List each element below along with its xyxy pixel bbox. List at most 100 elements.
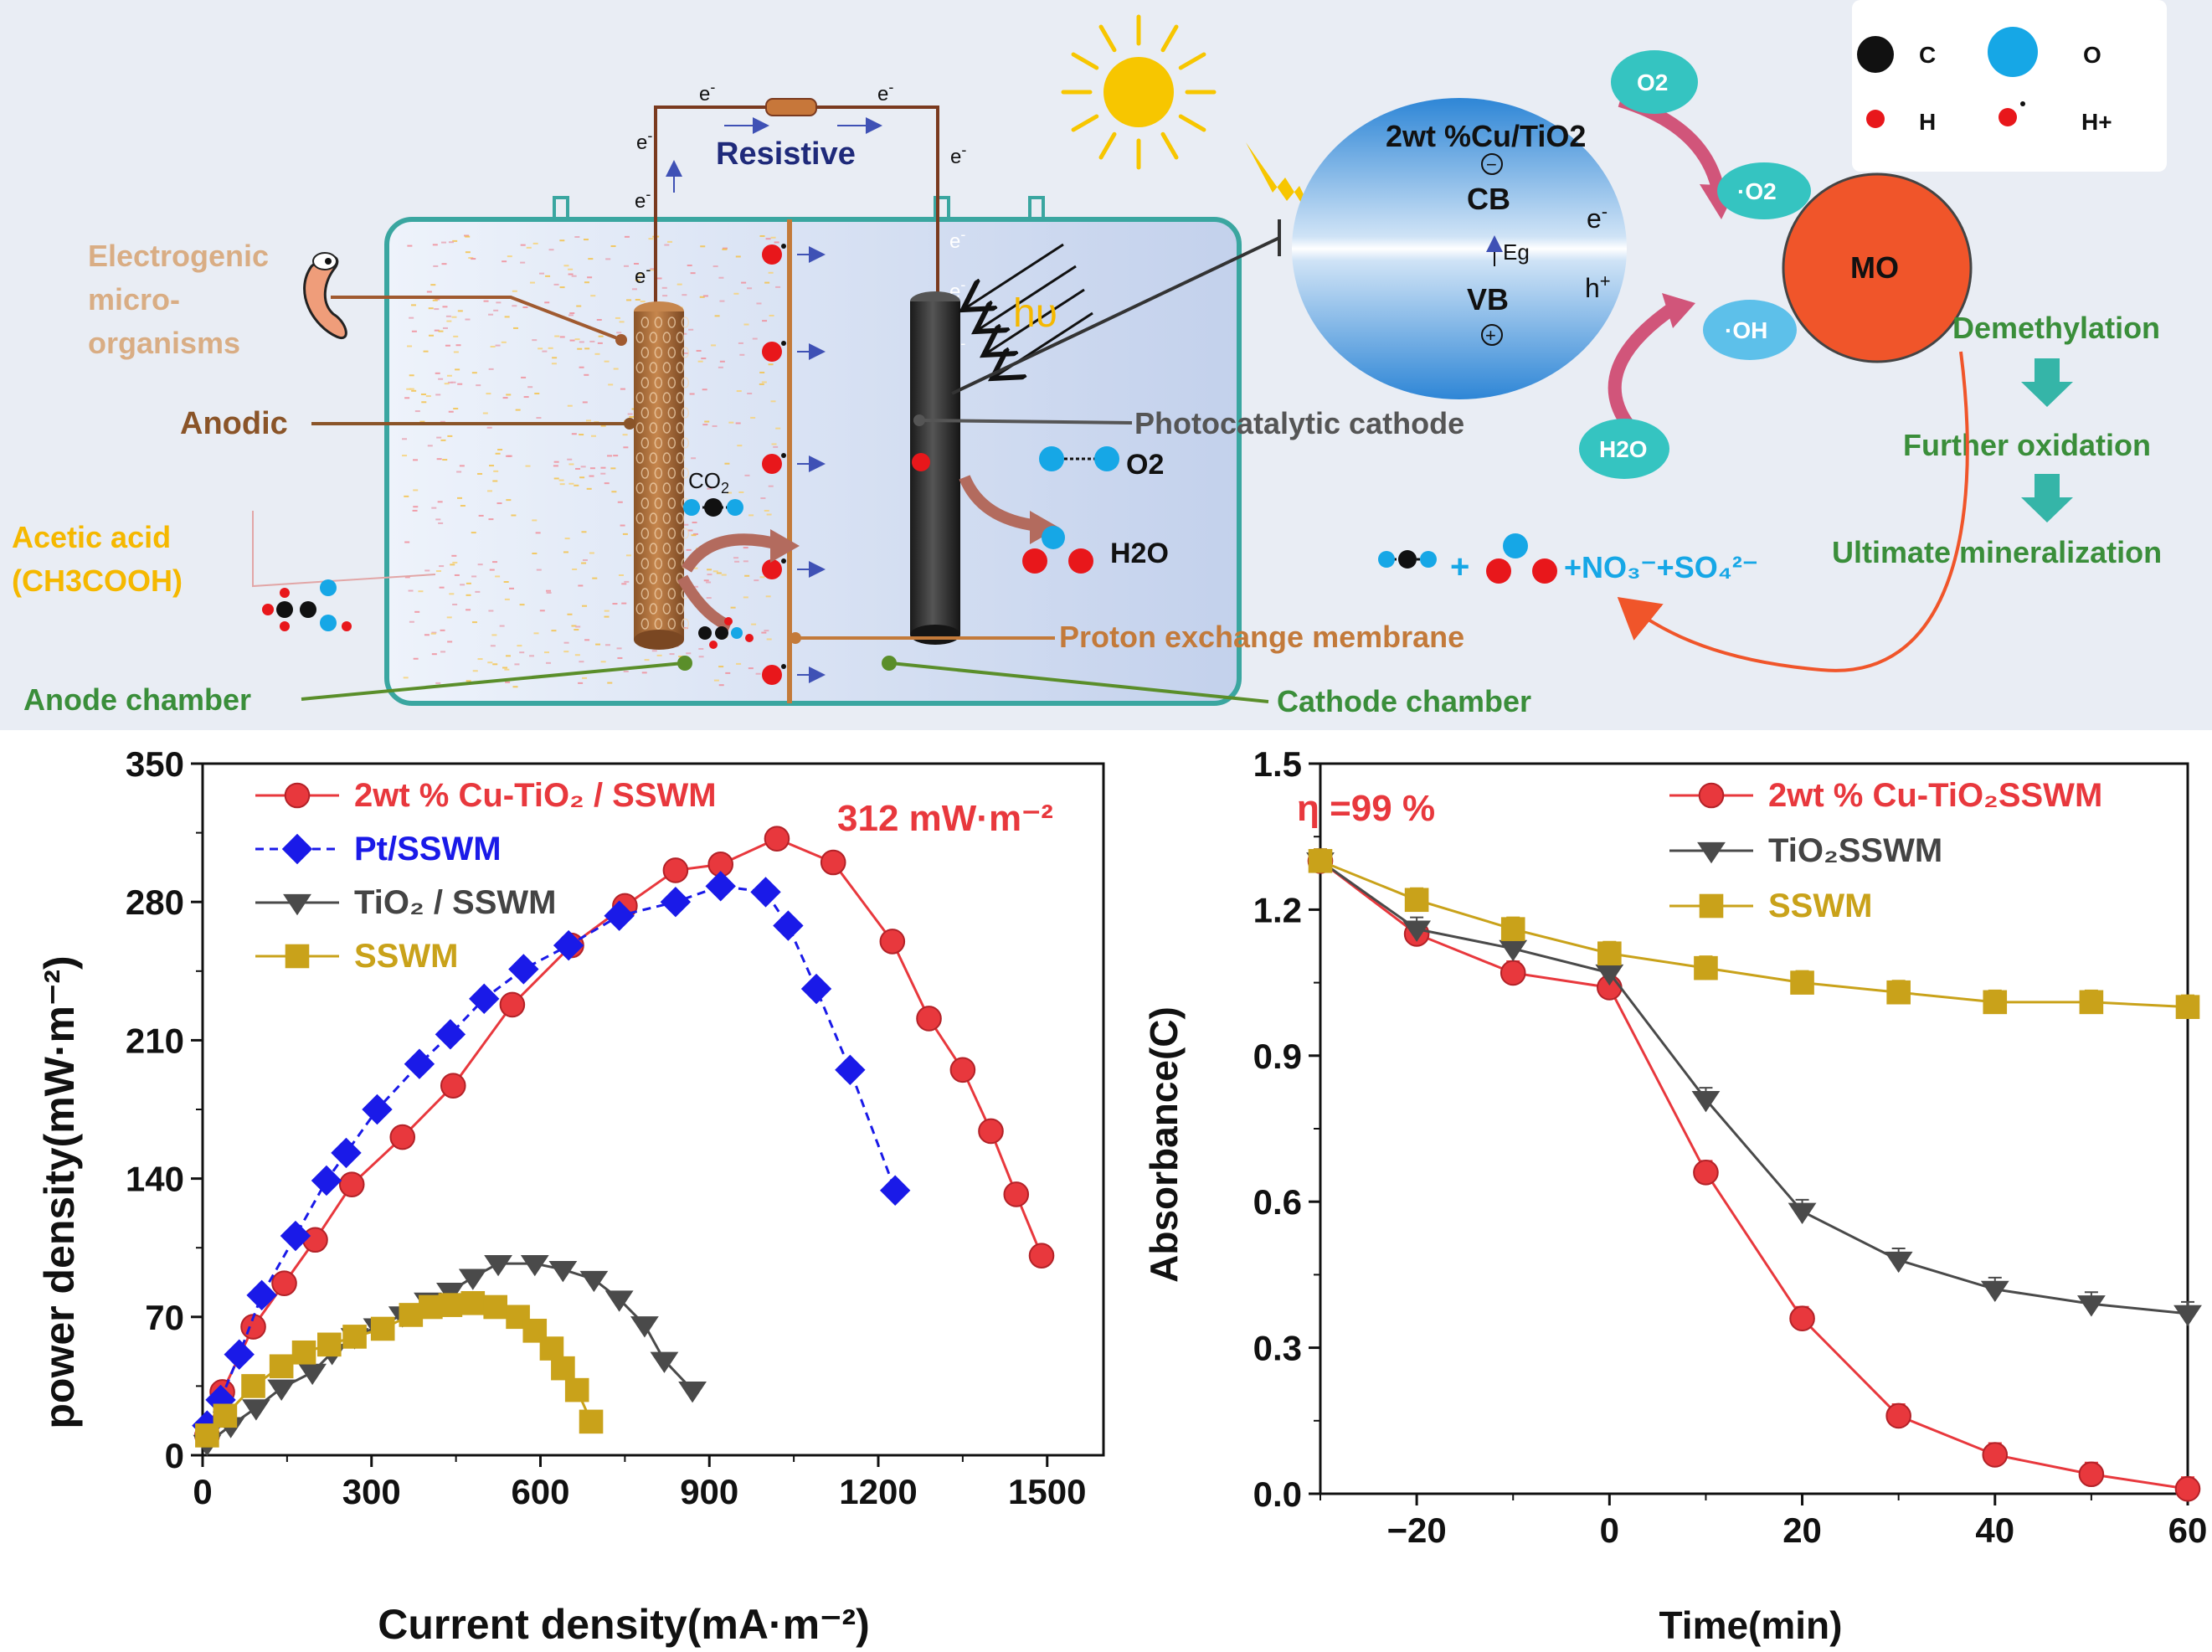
svg-text:C: C (1919, 42, 1936, 68)
data-point (1694, 955, 1718, 980)
data-point (241, 1374, 265, 1398)
o2-molecule-icon (1039, 446, 1119, 471)
data-point (389, 1124, 416, 1150)
superoxide-bubble (1717, 162, 1811, 219)
data-point (331, 1137, 362, 1169)
o2-bubble (1611, 50, 1698, 114)
series-line (1319, 860, 2189, 1490)
data-point (267, 1379, 296, 1401)
svg-text:H+: H+ (2081, 109, 2112, 135)
cathode-o2-label: O2 (1126, 449, 1164, 481)
right-series (1306, 847, 2202, 1502)
data-point (764, 826, 790, 852)
data-point (916, 1006, 942, 1032)
legend-entry: TiO₂SSWM (1768, 832, 1942, 869)
anode-chamber-label: Anode chamber (23, 682, 251, 717)
legend-entry: 2wt % Cu-TiO₂ / SSWM (354, 777, 717, 814)
svg-text:e-: e- (635, 261, 651, 288)
acetic-acid-molecule-icon (262, 579, 352, 631)
y-tick-label: 0.0 (1253, 1474, 1302, 1514)
data-point (548, 1261, 578, 1283)
data-point (508, 954, 539, 985)
anodic-label: Anodic (180, 406, 288, 441)
anode-texture (635, 317, 690, 630)
x-tick-label: 1200 (839, 1472, 917, 1511)
y-tick-label: 1.2 (1253, 890, 1302, 929)
legend-marker (1699, 893, 1724, 919)
svg-text:Acetic acid: Acetic acid (12, 520, 171, 554)
h2o-oxidation-arrow (1608, 302, 1677, 430)
data-point (551, 1356, 575, 1381)
legend-entry: SSWM (1768, 888, 1872, 924)
hydroxyl-bubble (1703, 300, 1797, 360)
cathode-chamber-label: Cathode chamber (1277, 684, 1531, 718)
data-point (1500, 917, 1525, 941)
data-point (630, 1316, 659, 1338)
right-annotation: η =99 % (1297, 788, 1435, 829)
data-point (2174, 1475, 2201, 1502)
lightning-icon (1246, 142, 1330, 248)
svg-text:Electrogenic: Electrogenic (88, 239, 269, 273)
data-point (1884, 1251, 1913, 1274)
data-point (291, 1340, 316, 1365)
series-line (1319, 860, 2189, 1315)
y-tick-label: 0.6 (1253, 1182, 1302, 1222)
catalyst-particle (1292, 98, 1627, 399)
step-mineralization: Ultimate mineralization (1832, 535, 2162, 569)
data-point (820, 849, 846, 876)
x-tick-label: 0 (1600, 1510, 1619, 1550)
membrane-label: Proton exchange membrane (1059, 620, 1464, 654)
data-point (458, 1269, 487, 1290)
data-point (317, 1332, 342, 1357)
data-point (298, 1363, 327, 1386)
co2-product-icon (1378, 550, 1437, 569)
h2o-bubble (1579, 419, 1669, 479)
cb-electron-label: e- (1587, 201, 1608, 234)
legend-marker (285, 944, 310, 969)
ion-products: +NO₃⁻+SO₄²⁻ (1564, 550, 1758, 584)
y-tick-label: 70 (145, 1298, 184, 1337)
step-arrow-2 (2021, 474, 2073, 522)
step-demethylation: Demethylation (1952, 311, 2160, 345)
svg-text:e-: e- (635, 186, 651, 213)
x-tick-label: −20 (1386, 1510, 1446, 1550)
data-point (205, 1384, 236, 1416)
data-point (1693, 1160, 1719, 1186)
proton-markers (762, 244, 826, 685)
acetic-acid-label: Acetic acid (CH3COOH) (12, 520, 183, 598)
data-point (1500, 960, 1526, 986)
svg-text:O: O (2083, 42, 2101, 68)
y-tick-label: 210 (126, 1021, 184, 1060)
mo-label: MO (1850, 250, 1899, 285)
data-point (879, 1175, 911, 1206)
eg-label: Eg (1503, 239, 1530, 265)
y-tick-label: 0.3 (1253, 1329, 1302, 1368)
legend-marker (1698, 782, 1725, 809)
data-point (1788, 1202, 1817, 1225)
data-point (662, 857, 689, 883)
series-line (1319, 859, 2189, 1009)
svg-text:·O2: ·O2 (1737, 178, 1777, 204)
anode-reaction-arrow (681, 533, 780, 573)
data-point (1003, 1181, 1030, 1207)
svg-text:+: + (1485, 325, 1496, 346)
svg-text:+: + (1450, 548, 1469, 585)
data-point (484, 1254, 512, 1277)
electrogenic-label: Electrogenic micro- organisms (88, 239, 269, 360)
data-point (705, 871, 736, 902)
svg-text:micro-: micro- (88, 282, 180, 317)
data-point (1308, 848, 1333, 873)
data-point (269, 1354, 294, 1379)
methyl-orange-ball (1782, 172, 1973, 363)
data-point (1499, 939, 1528, 962)
cathode-h2o-label: H2O (1110, 538, 1169, 569)
x-tick-label: 20 (1782, 1510, 1822, 1550)
legend-marker (284, 782, 311, 809)
plot-frame (1319, 762, 2189, 1495)
legend-marker (283, 893, 311, 916)
sun-icon (1061, 14, 1217, 170)
data-point (1595, 964, 1624, 986)
data-point (2078, 1461, 2105, 1488)
svg-text:e-: e- (949, 226, 965, 253)
data-point (342, 1325, 367, 1349)
